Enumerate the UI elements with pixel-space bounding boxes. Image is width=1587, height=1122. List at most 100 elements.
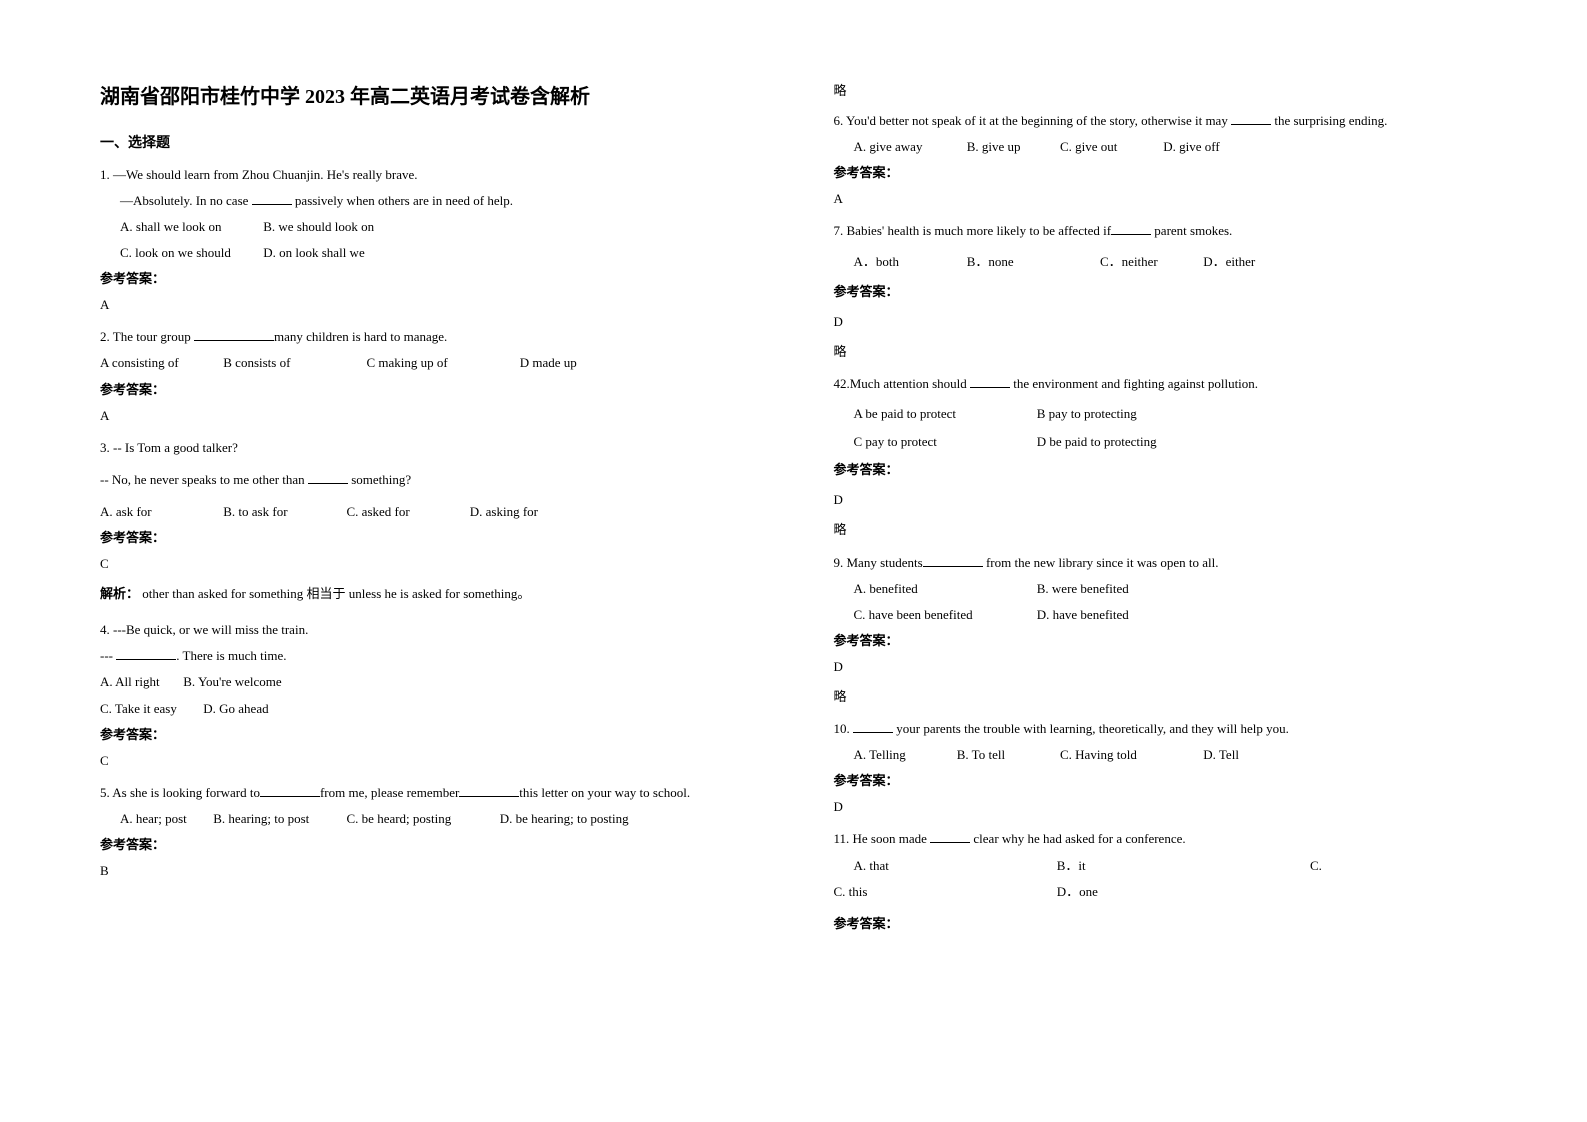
q7-optB: B．none xyxy=(967,251,1097,273)
blank-icon xyxy=(930,830,970,843)
blank-icon xyxy=(853,720,893,733)
question-6: 6. You'd better not speak of it at the b… xyxy=(834,110,1488,210)
略-text: 略 xyxy=(834,80,1488,102)
section-header: 一、选择题 xyxy=(100,132,754,156)
q9-pre: 9. Many students xyxy=(834,555,923,570)
q3-answer: C xyxy=(100,553,754,575)
answer-label: 参考答案： xyxy=(834,459,1488,481)
q9-optA: A. benefited xyxy=(854,578,1034,600)
q2-optD: D made up xyxy=(520,355,577,370)
q7-pre: 7. Babies' health is much more likely to… xyxy=(834,223,1112,238)
q1-line2-post: passively when others are in need of hel… xyxy=(292,193,513,208)
question-9: 9. Many students from the new library si… xyxy=(834,552,1488,709)
q42-optD: D be paid to protecting xyxy=(1037,434,1157,449)
q4-optA: A. All right xyxy=(100,671,180,693)
left-column: 湖南省邵阳市桂竹中学 2023 年高二英语月考试卷含解析 一、选择题 1. —W… xyxy=(100,80,754,945)
question-10: 10. your parents the trouble with learni… xyxy=(834,718,1488,818)
q5-optA: A. hear; post xyxy=(120,808,210,830)
answer-label: 参考答案： xyxy=(100,527,754,549)
q6-text: 6. You'd better not speak of it at the b… xyxy=(834,110,1488,132)
q9-answer: D xyxy=(834,656,1488,678)
q4-options-row1: A. All right B. You're welcome xyxy=(100,671,754,693)
q9-optC: C. have been benefited xyxy=(854,604,1034,626)
q42-answer: D xyxy=(834,489,1488,511)
q42-optC: C pay to protect xyxy=(854,431,1034,453)
q6-optA: A. give away xyxy=(854,136,964,158)
q11-optC: C. this xyxy=(834,881,1054,903)
略-text: 略 xyxy=(834,686,1488,708)
answer-label: 参考答案： xyxy=(834,770,1488,792)
q3-optD: D. asking for xyxy=(470,504,538,519)
q3-optB: B. to ask for xyxy=(223,501,343,523)
page-container: 湖南省邵阳市桂竹中学 2023 年高二英语月考试卷含解析 一、选择题 1. —W… xyxy=(100,80,1487,945)
blank-icon xyxy=(116,647,176,660)
blank-icon xyxy=(308,471,348,484)
q5-pre: 5. As she is looking forward to xyxy=(100,785,260,800)
q4-optD: D. Go ahead xyxy=(203,701,268,716)
answer-label: 参考答案： xyxy=(100,834,754,856)
blank-icon xyxy=(1231,112,1271,125)
q7-optC: C．neither xyxy=(1100,251,1200,273)
q7-optA: A．both xyxy=(854,251,964,273)
answer-label: 参考答案： xyxy=(100,379,754,401)
blank-icon xyxy=(252,192,292,205)
answer-label: 参考答案： xyxy=(834,630,1488,652)
略-text: 略 xyxy=(834,519,1488,541)
q5-mid: from me, please remember xyxy=(320,785,459,800)
q5-post: this letter on your way to school. xyxy=(519,785,690,800)
q2-post: many children is hard to manage. xyxy=(274,329,447,344)
q5-optD: D. be hearing; to posting xyxy=(500,811,629,826)
略-text: 略 xyxy=(834,341,1488,363)
q3-line2-post: something? xyxy=(348,472,411,487)
question-11: 11. He soon made clear why he had asked … xyxy=(834,828,1488,934)
q1-options-row1: A. shall we look on B. we should look on xyxy=(100,216,754,238)
q9-optD: D. have benefited xyxy=(1037,607,1129,622)
q11-options-row2: C. this D．one xyxy=(834,881,1488,903)
q4-optC: C. Take it easy xyxy=(100,698,200,720)
q6-pre: 6. You'd better not speak of it at the b… xyxy=(834,113,1232,128)
q10-optC: C. Having told xyxy=(1060,744,1200,766)
answer-label: 参考答案： xyxy=(100,724,754,746)
q7-text: 7. Babies' health is much more likely to… xyxy=(834,220,1488,242)
q42-pre: 42.Much attention should xyxy=(834,376,971,391)
q2-answer: A xyxy=(100,405,754,427)
q9-options-row1: A. benefited B. were benefited xyxy=(834,578,1488,600)
q3-optC: C. asked for xyxy=(347,501,467,523)
q4-line1: 4. ---Be quick, or we will miss the trai… xyxy=(100,619,754,641)
q5-optB: B. hearing; to post xyxy=(213,808,343,830)
q5-answer: B xyxy=(100,860,754,882)
q42-options-row2: C pay to protect D be paid to protecting xyxy=(834,431,1488,453)
answer-label: 参考答案： xyxy=(834,162,1488,184)
q2-optC: C making up of xyxy=(367,352,517,374)
q1-options-row2: C. look on we should D. on look shall we xyxy=(100,242,754,264)
q1-answer: A xyxy=(100,294,754,316)
q2-options: A consisting of B consists of C making u… xyxy=(100,352,754,374)
q11-pre: 11. He soon made xyxy=(834,831,931,846)
blank-icon xyxy=(194,328,274,341)
q7-options: A．both B．none C．neither D．either xyxy=(834,251,1488,273)
q3-line2-pre: -- No, he never speaks to me other than xyxy=(100,472,308,487)
q4-line2-pre: --- xyxy=(100,648,116,663)
q10-pre: 10. xyxy=(834,721,854,736)
q3-optA: A. ask for xyxy=(100,501,220,523)
q1-optC: C. look on we should xyxy=(120,242,260,264)
q7-post: parent smokes. xyxy=(1151,223,1232,238)
q10-post: your parents the trouble with learning, … xyxy=(893,721,1289,736)
right-column: 略 6. You'd better not speak of it at the… xyxy=(834,80,1488,945)
q4-answer: C xyxy=(100,750,754,772)
q42-optB: B pay to protecting xyxy=(1037,406,1137,421)
q5-optC: C. be heard; posting xyxy=(347,808,497,830)
q10-optB: B. To tell xyxy=(957,744,1057,766)
page-title: 湖南省邵阳市桂竹中学 2023 年高二英语月考试卷含解析 xyxy=(100,80,754,114)
q42-post: the environment and fighting against pol… xyxy=(1010,376,1258,391)
answer-label: 参考答案： xyxy=(100,268,754,290)
q10-answer: D xyxy=(834,796,1488,818)
q1-optA: A. shall we look on xyxy=(120,216,260,238)
q3-line2: -- No, he never speaks to me other than … xyxy=(100,469,754,491)
q11-optC-prefix: C. xyxy=(1310,858,1322,873)
answer-label: 参考答案： xyxy=(834,913,1488,935)
q1-line2-pre: —Absolutely. In no case xyxy=(120,193,252,208)
q11-optB: B．it xyxy=(1057,855,1307,877)
q3-line1: 3. -- Is Tom a good talker? xyxy=(100,437,754,459)
q9-post: from the new library since it was open t… xyxy=(983,555,1219,570)
